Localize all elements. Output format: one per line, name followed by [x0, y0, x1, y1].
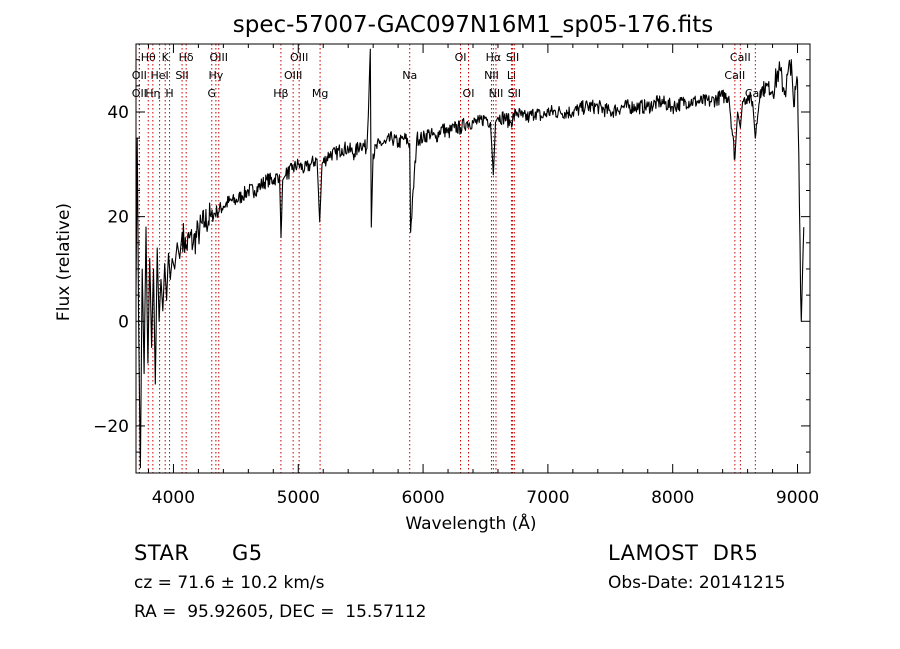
redshift-readout: cz = 71.6 ± 10.2 km/s — [134, 573, 325, 593]
object-class: STAR — [134, 541, 190, 565]
plot-frame — [135, 43, 811, 474]
x-tick-label: 7000 — [526, 488, 569, 508]
chart-title: spec-57007-GAC097N16M1_sp05-176.fits — [233, 12, 713, 38]
survey-name: LAMOST DR5 — [608, 541, 759, 565]
line-marker-label: Mg — [312, 87, 328, 100]
line-marker-label: OIII — [290, 51, 308, 64]
line-marker-label: Li — [507, 69, 516, 82]
line-marker-label: OI — [463, 87, 475, 100]
line-marker-label: SII — [175, 69, 188, 82]
observation-date: Obs-Date: 20141215 — [608, 573, 786, 593]
line-marker-label: CaII — [724, 69, 745, 82]
line-marker-label: NII — [489, 87, 504, 100]
coordinates: RA = 95.92605, DEC = 15.57112 — [134, 602, 427, 622]
line-marker-label: HeI — [150, 69, 168, 82]
x-axis-label: Wavelength (Å) — [405, 512, 536, 534]
line-marker-label: CaII — [730, 51, 751, 64]
line-marker-label: SII — [506, 51, 519, 64]
object-subclass: G5 — [232, 541, 263, 565]
x-tick-label: 8000 — [651, 488, 694, 508]
y-axis: −20 0 20 40 — [93, 59, 810, 453]
line-marker-label: K — [162, 51, 170, 64]
x-tick-label: 5000 — [277, 488, 320, 508]
line-marker-label: Hθ — [141, 51, 156, 64]
x-axis: 4000 5000 6000 7000 8000 9000 — [147, 44, 819, 508]
spectrum-line — [135, 48, 805, 469]
line-marker-label: Hβ — [273, 87, 288, 100]
line-marker-label: Hα — [486, 51, 502, 64]
line-marker-label: OIII — [284, 69, 302, 82]
line-marker-label: Hη — [145, 87, 160, 100]
line-marker-label: Hγ — [208, 69, 223, 82]
line-marker-label: OI — [455, 51, 467, 64]
y-tick-label: −20 — [93, 417, 129, 437]
y-tick-label: 0 — [118, 312, 129, 332]
y-tick-label: 20 — [107, 208, 129, 228]
line-marker-label: H — [165, 87, 173, 100]
spectrum-series — [135, 48, 805, 469]
line-marker-label: Na — [402, 69, 417, 82]
x-tick-label: 9000 — [776, 488, 819, 508]
y-axis-label: Flux (relative) — [54, 203, 74, 321]
x-tick-label: 4000 — [152, 488, 195, 508]
line-marker-label: SII — [508, 87, 521, 100]
line-marker-label: G — [207, 87, 216, 100]
line-marker-label: Hδ — [179, 51, 194, 64]
line-marker-label: OIII — [210, 51, 228, 64]
x-tick-label: 6000 — [401, 488, 444, 508]
y-tick-label: 40 — [107, 103, 129, 123]
line-marker-label: NII — [484, 69, 499, 82]
